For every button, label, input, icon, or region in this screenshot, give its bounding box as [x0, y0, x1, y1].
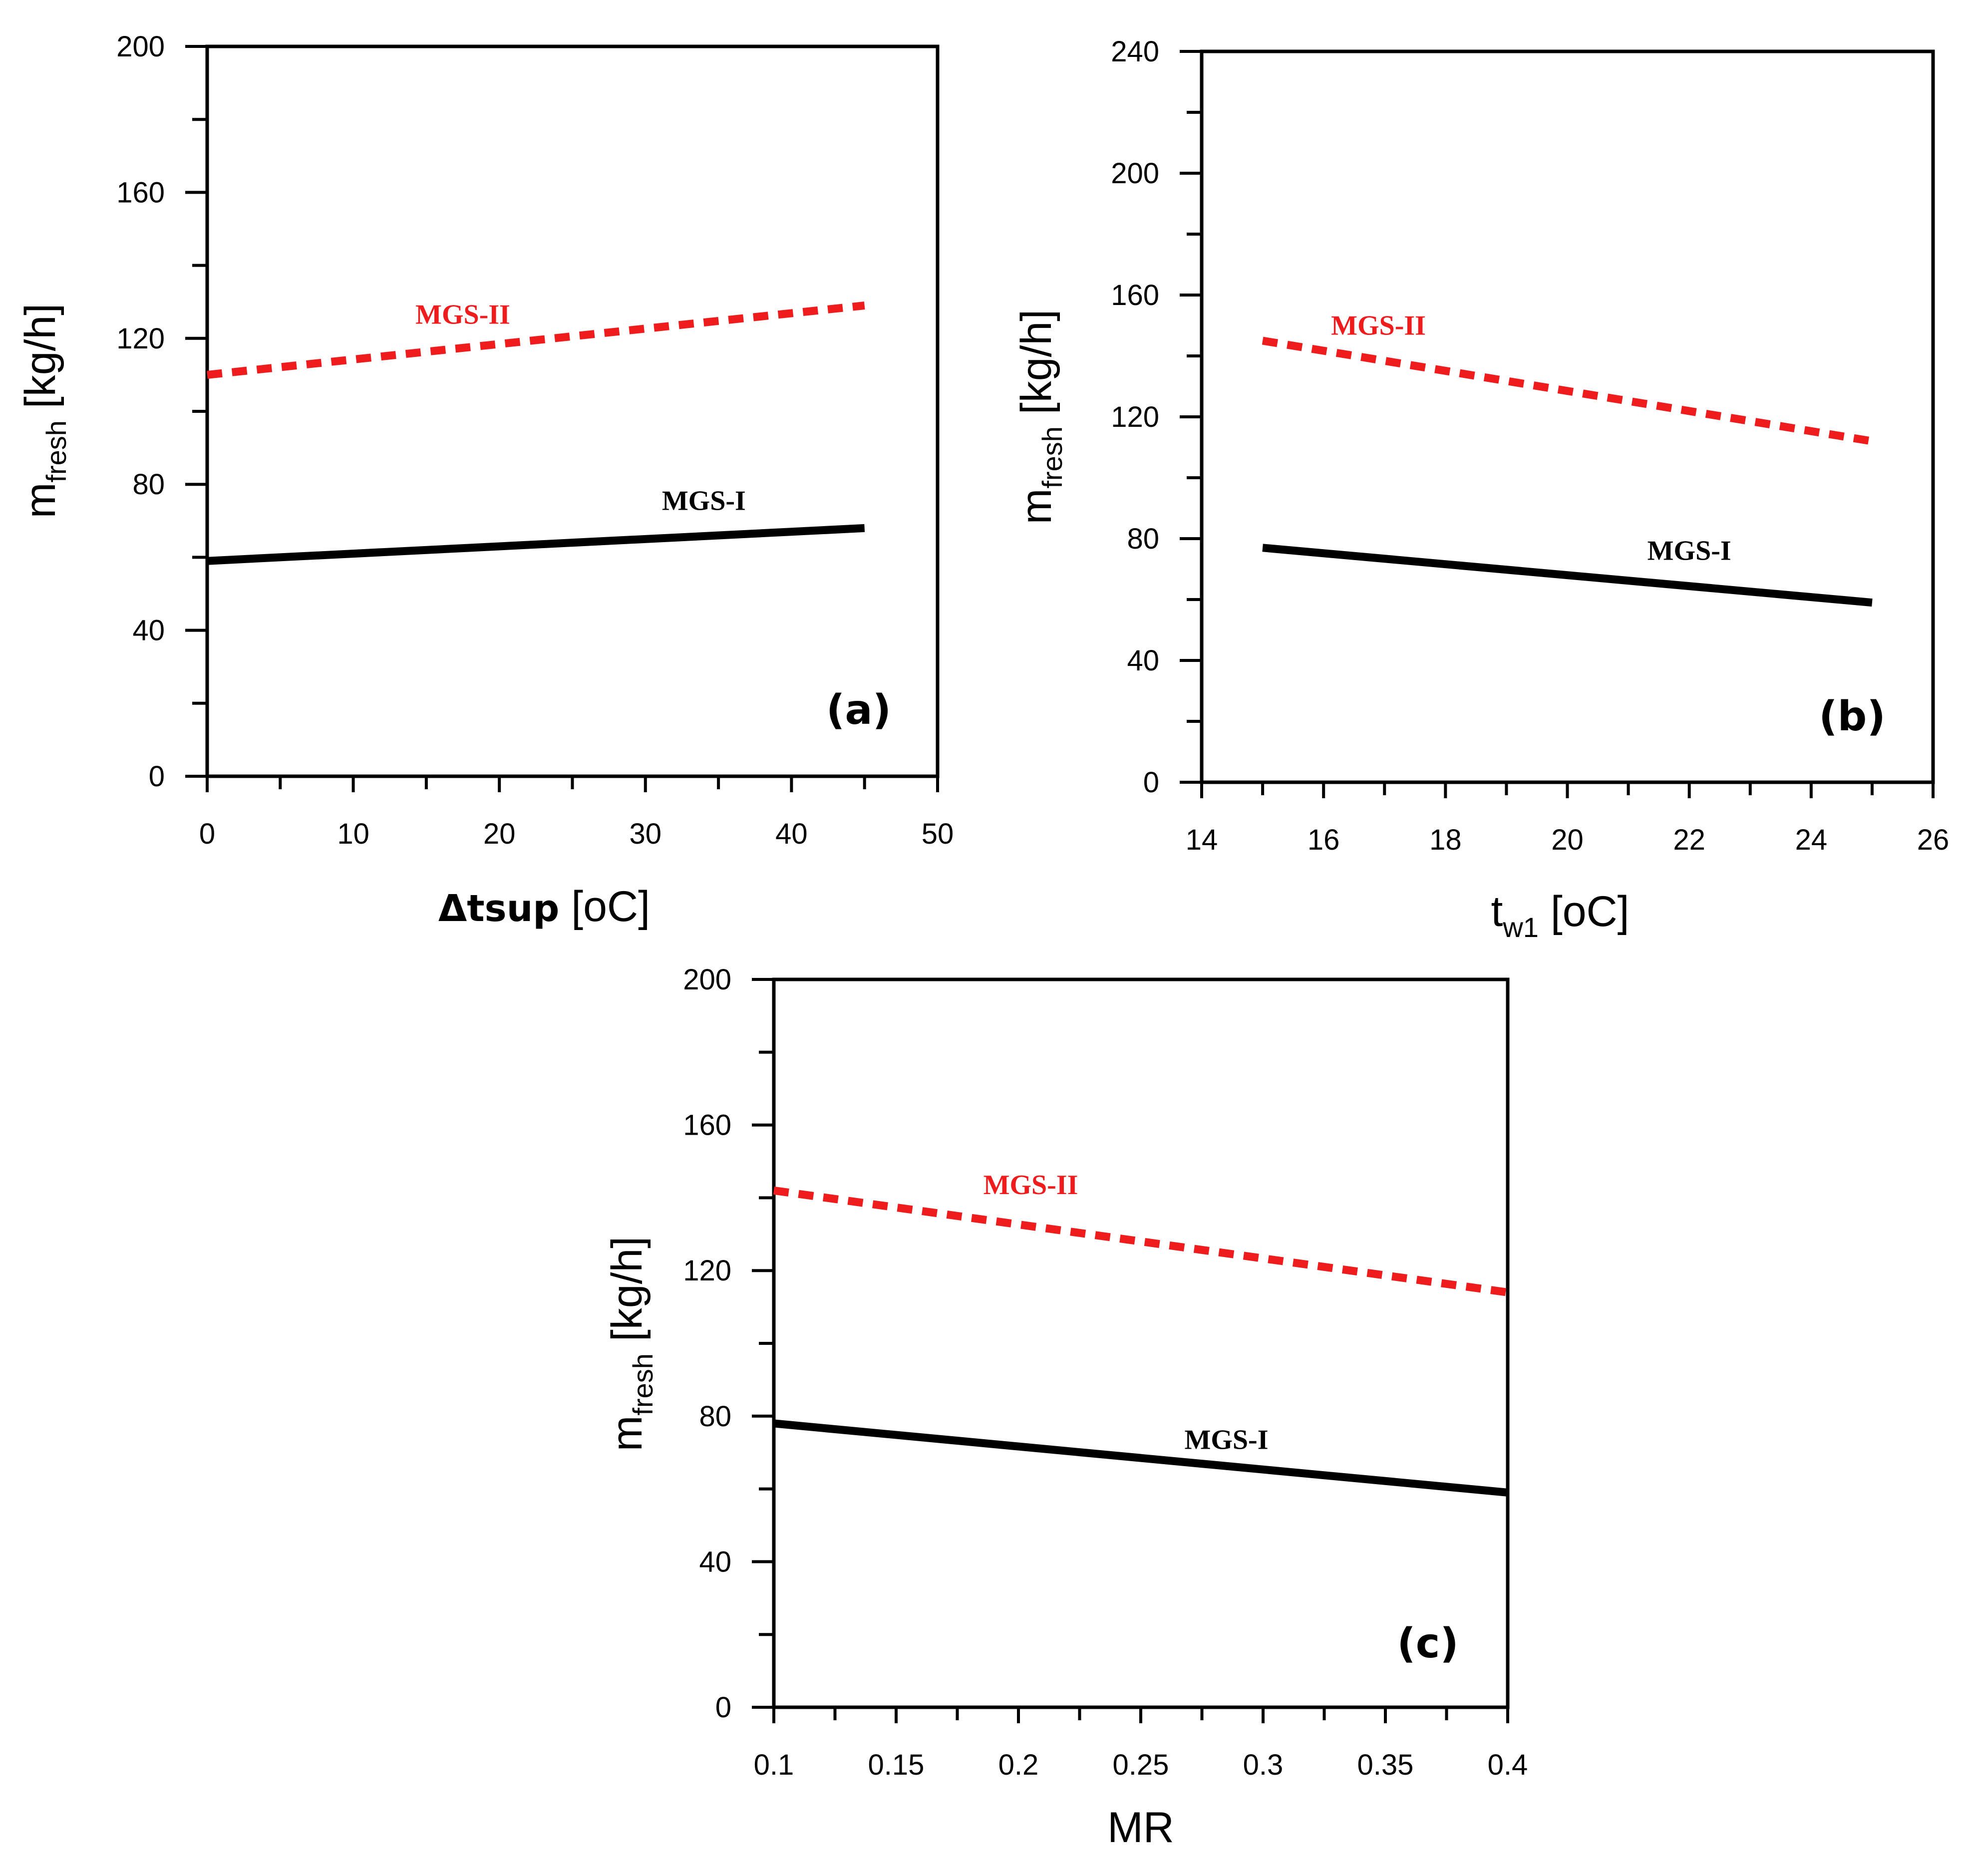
- y-axis-title-unit: [kg/h]: [16, 304, 64, 420]
- x-tick-label: 0.35: [1357, 1749, 1414, 1781]
- plot-frame: [205, 44, 940, 778]
- x-axis-title-sub: sup: [485, 887, 560, 930]
- y-axis-title-sub: fresh: [627, 1353, 658, 1416]
- y-axis-title: mfresh [kg/h]: [1012, 310, 1068, 524]
- y-tick-label: 200: [1111, 157, 1159, 190]
- series-line-mgs-i: [773, 1419, 1508, 1497]
- x-tick-label: 26: [1917, 824, 1950, 856]
- x-tick-label: 50: [922, 818, 954, 850]
- x-axis-title-unit: [oC]: [571, 883, 650, 931]
- y-axis-title-unit: [kg/h]: [1012, 310, 1060, 426]
- y-tick-label: 0: [1143, 766, 1159, 799]
- series-label-mgs-i: MGS-I: [1185, 1424, 1269, 1455]
- series-label-mgs-i: MGS-I: [1647, 536, 1731, 567]
- y-axis-title: mfresh [kg/h]: [603, 1237, 658, 1451]
- x-tick-label: 0.1: [754, 1749, 794, 1781]
- chart-panel-c: 0.1 0.15 0.2 0.25 0.3 0.35 0.4 0 40 80 120 160 200 MG…: [603, 963, 1528, 1852]
- y-tick-label: 0: [715, 1691, 731, 1724]
- series-line-mgs-ii: [773, 1186, 1509, 1296]
- x-tick-label: 24: [1795, 824, 1828, 856]
- series-label-mgs-ii: MGS-II: [415, 300, 510, 330]
- x-tick-label: 0.3: [1243, 1749, 1284, 1781]
- x-axis-title-main: t: [1491, 888, 1503, 936]
- y-tick-label: 0: [149, 760, 165, 793]
- series-label-mgs-i: MGS-I: [662, 485, 746, 516]
- x-tick-label: 30: [630, 818, 662, 850]
- x-axis-title-symbol: Δt: [438, 887, 485, 930]
- series-label-mgs-ii: MGS-II: [984, 1170, 1078, 1201]
- y-tick-label: 80: [1127, 523, 1159, 555]
- x-axis-title-gap: [559, 883, 571, 931]
- series-line-mgs-i: [207, 524, 865, 565]
- x-axis-title: tw1 [oC]: [1491, 888, 1629, 943]
- y-tick-label: 40: [699, 1546, 731, 1578]
- y-tick-label: 200: [116, 30, 165, 63]
- panel-label: (a): [826, 686, 891, 734]
- x-tick-label: 0.25: [1113, 1749, 1169, 1781]
- x-tick-label: 20: [1551, 824, 1584, 856]
- y-tick-label: 40: [132, 615, 165, 647]
- x-axis-title: Δtsup [oC]: [438, 883, 650, 931]
- x-tick-label: 20: [483, 818, 516, 850]
- y-axis-title-main: m: [16, 483, 64, 519]
- plot-frame: [1200, 49, 1935, 784]
- y-tick-label: 40: [1127, 644, 1159, 677]
- series-line-mgs-i: [1262, 544, 1873, 607]
- panel-label: (b): [1819, 693, 1886, 740]
- y-tick-label: 120: [1111, 401, 1159, 433]
- y-axis-title-sub: fresh: [40, 420, 72, 483]
- y-tick-label: 120: [116, 322, 165, 355]
- y-tick-label: 240: [1111, 35, 1159, 68]
- y-axis-title-unit: [kg/h]: [603, 1237, 651, 1353]
- y-axis-title-main: m: [603, 1416, 651, 1452]
- plot-frame: [772, 977, 1510, 1709]
- y-axis-title: mfresh [kg/h]: [16, 304, 72, 518]
- x-tick-label: 0.15: [868, 1749, 925, 1781]
- x-tick-label: 10: [337, 818, 369, 850]
- y-axis-title-sub: fresh: [1036, 426, 1068, 489]
- y-tick-label: 160: [116, 176, 165, 209]
- y-tick-label: 80: [132, 468, 165, 501]
- x-axis-title: MR: [1107, 1804, 1174, 1852]
- x-tick-label: 14: [1186, 824, 1218, 856]
- x-tick-label: 22: [1673, 824, 1705, 856]
- series-line-mgs-ii: [1262, 336, 1873, 445]
- series-label-mgs-ii: MGS-II: [1331, 310, 1426, 341]
- x-tick-label: 40: [775, 818, 808, 850]
- y-tick-label: 80: [699, 1400, 731, 1433]
- y-tick-label: 200: [683, 963, 731, 996]
- x-tick-label: 0.2: [998, 1749, 1039, 1781]
- x-tick-label: 16: [1308, 824, 1340, 856]
- y-axis-title-main: m: [1012, 489, 1060, 525]
- x-axis-title-sub: w1: [1502, 912, 1539, 943]
- panel-label: (c): [1397, 1620, 1459, 1667]
- x-tick-label: 0.4: [1488, 1749, 1528, 1781]
- x-tick-label: 0: [199, 818, 215, 850]
- y-tick-label: 160: [1111, 279, 1159, 312]
- chart-panel-a: 0 10 20 30 40 50 0 40 80 120 160 200 MGS-I MGS-II (a) m…: [16, 30, 954, 931]
- series-line-mgs-ii: [207, 302, 865, 379]
- y-tick-label: 160: [683, 1109, 731, 1142]
- y-tick-label: 120: [683, 1254, 731, 1287]
- chart-panel-b: 14 16 18 20 22 24 26 0 40 80 120 160 200 240 MGS-I MGS-…: [1012, 35, 1949, 943]
- x-axis-title-unit: [oC]: [1539, 888, 1630, 936]
- x-tick-label: 18: [1429, 824, 1462, 856]
